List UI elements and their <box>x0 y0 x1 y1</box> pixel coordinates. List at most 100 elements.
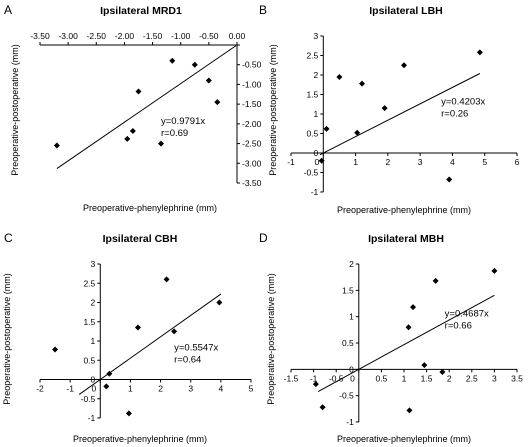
y-tick-label: -1.00 <box>242 79 262 89</box>
correlation-coefficient: r=0.64 <box>174 355 201 366</box>
chart-panel-b: B Ipsilateral LBH Preoperative-phenyleph… <box>259 3 520 215</box>
x-tick-label: -1 <box>310 373 318 383</box>
y-tick-label: -2.00 <box>242 119 262 129</box>
data-points <box>312 267 498 414</box>
panel-letter: C <box>4 231 13 245</box>
x-tick-label: 3 <box>492 373 497 383</box>
y-tick-label: 3 <box>314 31 319 41</box>
data-point <box>421 362 428 369</box>
x-axis-label: Preoperative-phenylephrine (mm) <box>337 434 471 444</box>
correlation-coefficient: r=0.69 <box>161 128 188 139</box>
y-tick-label: 3 <box>91 259 96 269</box>
data-point <box>214 99 221 106</box>
x-tick-label: 0.5 <box>375 373 387 383</box>
data-points <box>318 49 483 183</box>
x-tick-label: 1.5 <box>421 373 433 383</box>
fit-equation: y=0.5547x <box>174 343 218 354</box>
y-tick-label: 1.5 <box>83 317 95 327</box>
chart-title: Ipsilateral MRD1 <box>100 5 182 17</box>
data-point <box>318 157 325 164</box>
y-tick-label: -0.5 <box>304 168 319 178</box>
y-tick-label: -0.5 <box>81 394 96 404</box>
x-tick-label: 2 <box>447 373 452 383</box>
x-tick-label: -2 <box>36 384 44 394</box>
fit-equation: y=0.4203x <box>441 96 485 107</box>
data-point <box>312 381 319 388</box>
y-tick-label: 0 <box>349 364 354 374</box>
data-point <box>401 62 407 69</box>
data-point <box>103 383 110 390</box>
data-point <box>381 105 388 112</box>
x-tick-label: -1.50 <box>143 31 163 41</box>
y-tick-label: 0.5 <box>342 338 354 348</box>
x-tick-label: 0 <box>92 384 97 394</box>
x-tick-label: -2.00 <box>115 31 135 41</box>
data-point <box>491 267 498 274</box>
fit-line <box>56 45 237 169</box>
chart-panel-d: D Ipsilateral MBH Preoperative-phenyleph… <box>259 231 524 444</box>
data-point <box>406 407 413 414</box>
correlation-coefficient: r=0.26 <box>441 108 468 119</box>
y-tick-label: 0.5 <box>83 355 95 365</box>
data-point <box>124 135 131 142</box>
data-point <box>134 324 141 331</box>
correlation-coefficient: r=0.66 <box>445 321 472 332</box>
panel-letter: B <box>259 3 267 17</box>
fit-line <box>317 294 495 392</box>
axes: -1 1 2 3 4 5 6-1-0.500.511.522.530 <box>287 31 519 197</box>
y-tick-label: 1.5 <box>306 90 318 100</box>
data-point <box>216 299 223 306</box>
data-point <box>158 140 165 147</box>
y-axis-label: Preoperative-postoperative (mm) <box>266 273 276 405</box>
data-point <box>336 73 343 80</box>
x-tick-label: 2.5 <box>466 373 478 383</box>
panel-letter: A <box>4 3 12 17</box>
x-tick-label: 4 <box>450 157 455 167</box>
x-tick-label: -0.50 <box>199 31 219 41</box>
y-tick-label: 2.5 <box>83 278 95 288</box>
chart-panel-a: A Ipsilateral MRD1 Preoperative-phenylep… <box>4 3 262 213</box>
data-point <box>171 328 178 335</box>
x-tick-label: 3.5 <box>511 373 523 383</box>
data-point <box>405 324 412 331</box>
fit-equation: y=0.4687x <box>445 309 489 320</box>
y-tick-label: 0 <box>91 375 96 385</box>
x-tick-label: 0.00 <box>229 31 246 41</box>
data-point <box>410 304 417 311</box>
data-point <box>106 370 113 377</box>
y-tick-label: 0 <box>314 148 319 158</box>
x-tick-label: 5 <box>249 384 254 394</box>
y-tick-label: 1 <box>91 336 96 346</box>
x-tick-label: 5 <box>482 157 487 167</box>
data-points <box>52 276 223 417</box>
fit-line <box>319 73 481 156</box>
x-tick-label: 1 <box>353 157 358 167</box>
axes: -3.50 -3.00 -2.50 -2.00 -1.50 -1.00 -0.50 0.00-… <box>30 31 261 188</box>
x-tick-label: -1 <box>287 157 295 167</box>
data-point <box>125 410 132 417</box>
x-tick-label: 3 <box>188 384 193 394</box>
chart-title: Ipsilateral CBH <box>103 233 178 245</box>
x-tick-label: -1.5 <box>284 373 299 383</box>
data-point <box>319 404 326 411</box>
y-tick-label: -1 <box>88 413 96 423</box>
axes: -2 -1 1 2 3 4 5-1-0.500.511.522.530 <box>36 259 253 423</box>
data-point <box>476 49 483 56</box>
y-tick-label: 2 <box>349 259 354 269</box>
y-axis-label: Preoperative-postoperative (mm) <box>2 273 12 405</box>
data-point <box>163 276 170 283</box>
x-axis-label: Preoperative-phenylephrine (mm) <box>73 434 207 444</box>
x-tick-label: -2.50 <box>87 31 107 41</box>
data-point <box>359 80 366 87</box>
y-tick-label: 1.5 <box>342 285 354 295</box>
y-tick-label: -1.50 <box>242 99 262 109</box>
data-point <box>135 88 142 95</box>
chart-title: Ipsilateral MBH <box>368 233 444 245</box>
axes: -1.5 -1 -0.5 0.5 1 1.5 2 2.5 3 3.5 -1 -0.5 0 0.5 1 1.5 2… <box>284 259 524 427</box>
y-tick-label: 1 <box>349 312 354 322</box>
x-axis-label: Preoperative-phenylephrine (mm) <box>337 205 471 215</box>
y-tick-label: 1 <box>314 109 319 119</box>
data-point <box>169 57 176 64</box>
data-point <box>129 127 136 134</box>
